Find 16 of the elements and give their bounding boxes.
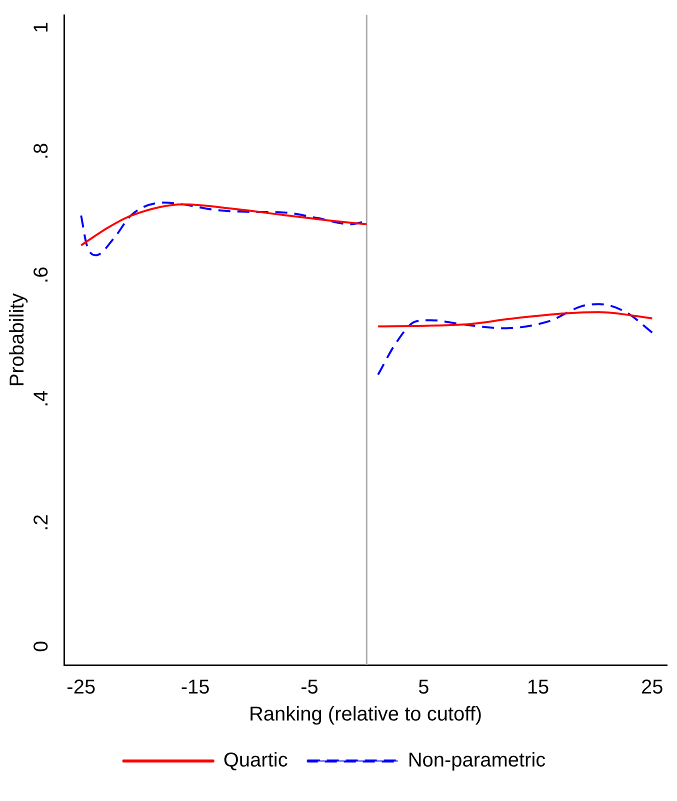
y-tick-label: 0 bbox=[30, 640, 53, 652]
x-axis-title: Ranking (relative to cutoff) bbox=[248, 704, 482, 726]
x-tick-label: 5 bbox=[418, 676, 430, 699]
x-tick-label: -25 bbox=[66, 676, 96, 699]
x-tick-label: -5 bbox=[300, 676, 318, 699]
x-tick-label: -15 bbox=[180, 676, 210, 699]
legend-label: Quartic bbox=[223, 750, 288, 772]
y-tick-label: .4 bbox=[30, 390, 53, 408]
y-tick-label: 1 bbox=[30, 22, 53, 33]
legend-label: Non-parametric bbox=[408, 750, 546, 772]
y-axis-title: Probability bbox=[6, 293, 29, 387]
x-tick-label: 15 bbox=[526, 676, 550, 699]
x-tick-label: 25 bbox=[641, 676, 664, 699]
y-tick-label: .6 bbox=[30, 266, 53, 284]
y-tick-label: .2 bbox=[30, 514, 53, 531]
y-tick-label: .8 bbox=[30, 142, 53, 160]
